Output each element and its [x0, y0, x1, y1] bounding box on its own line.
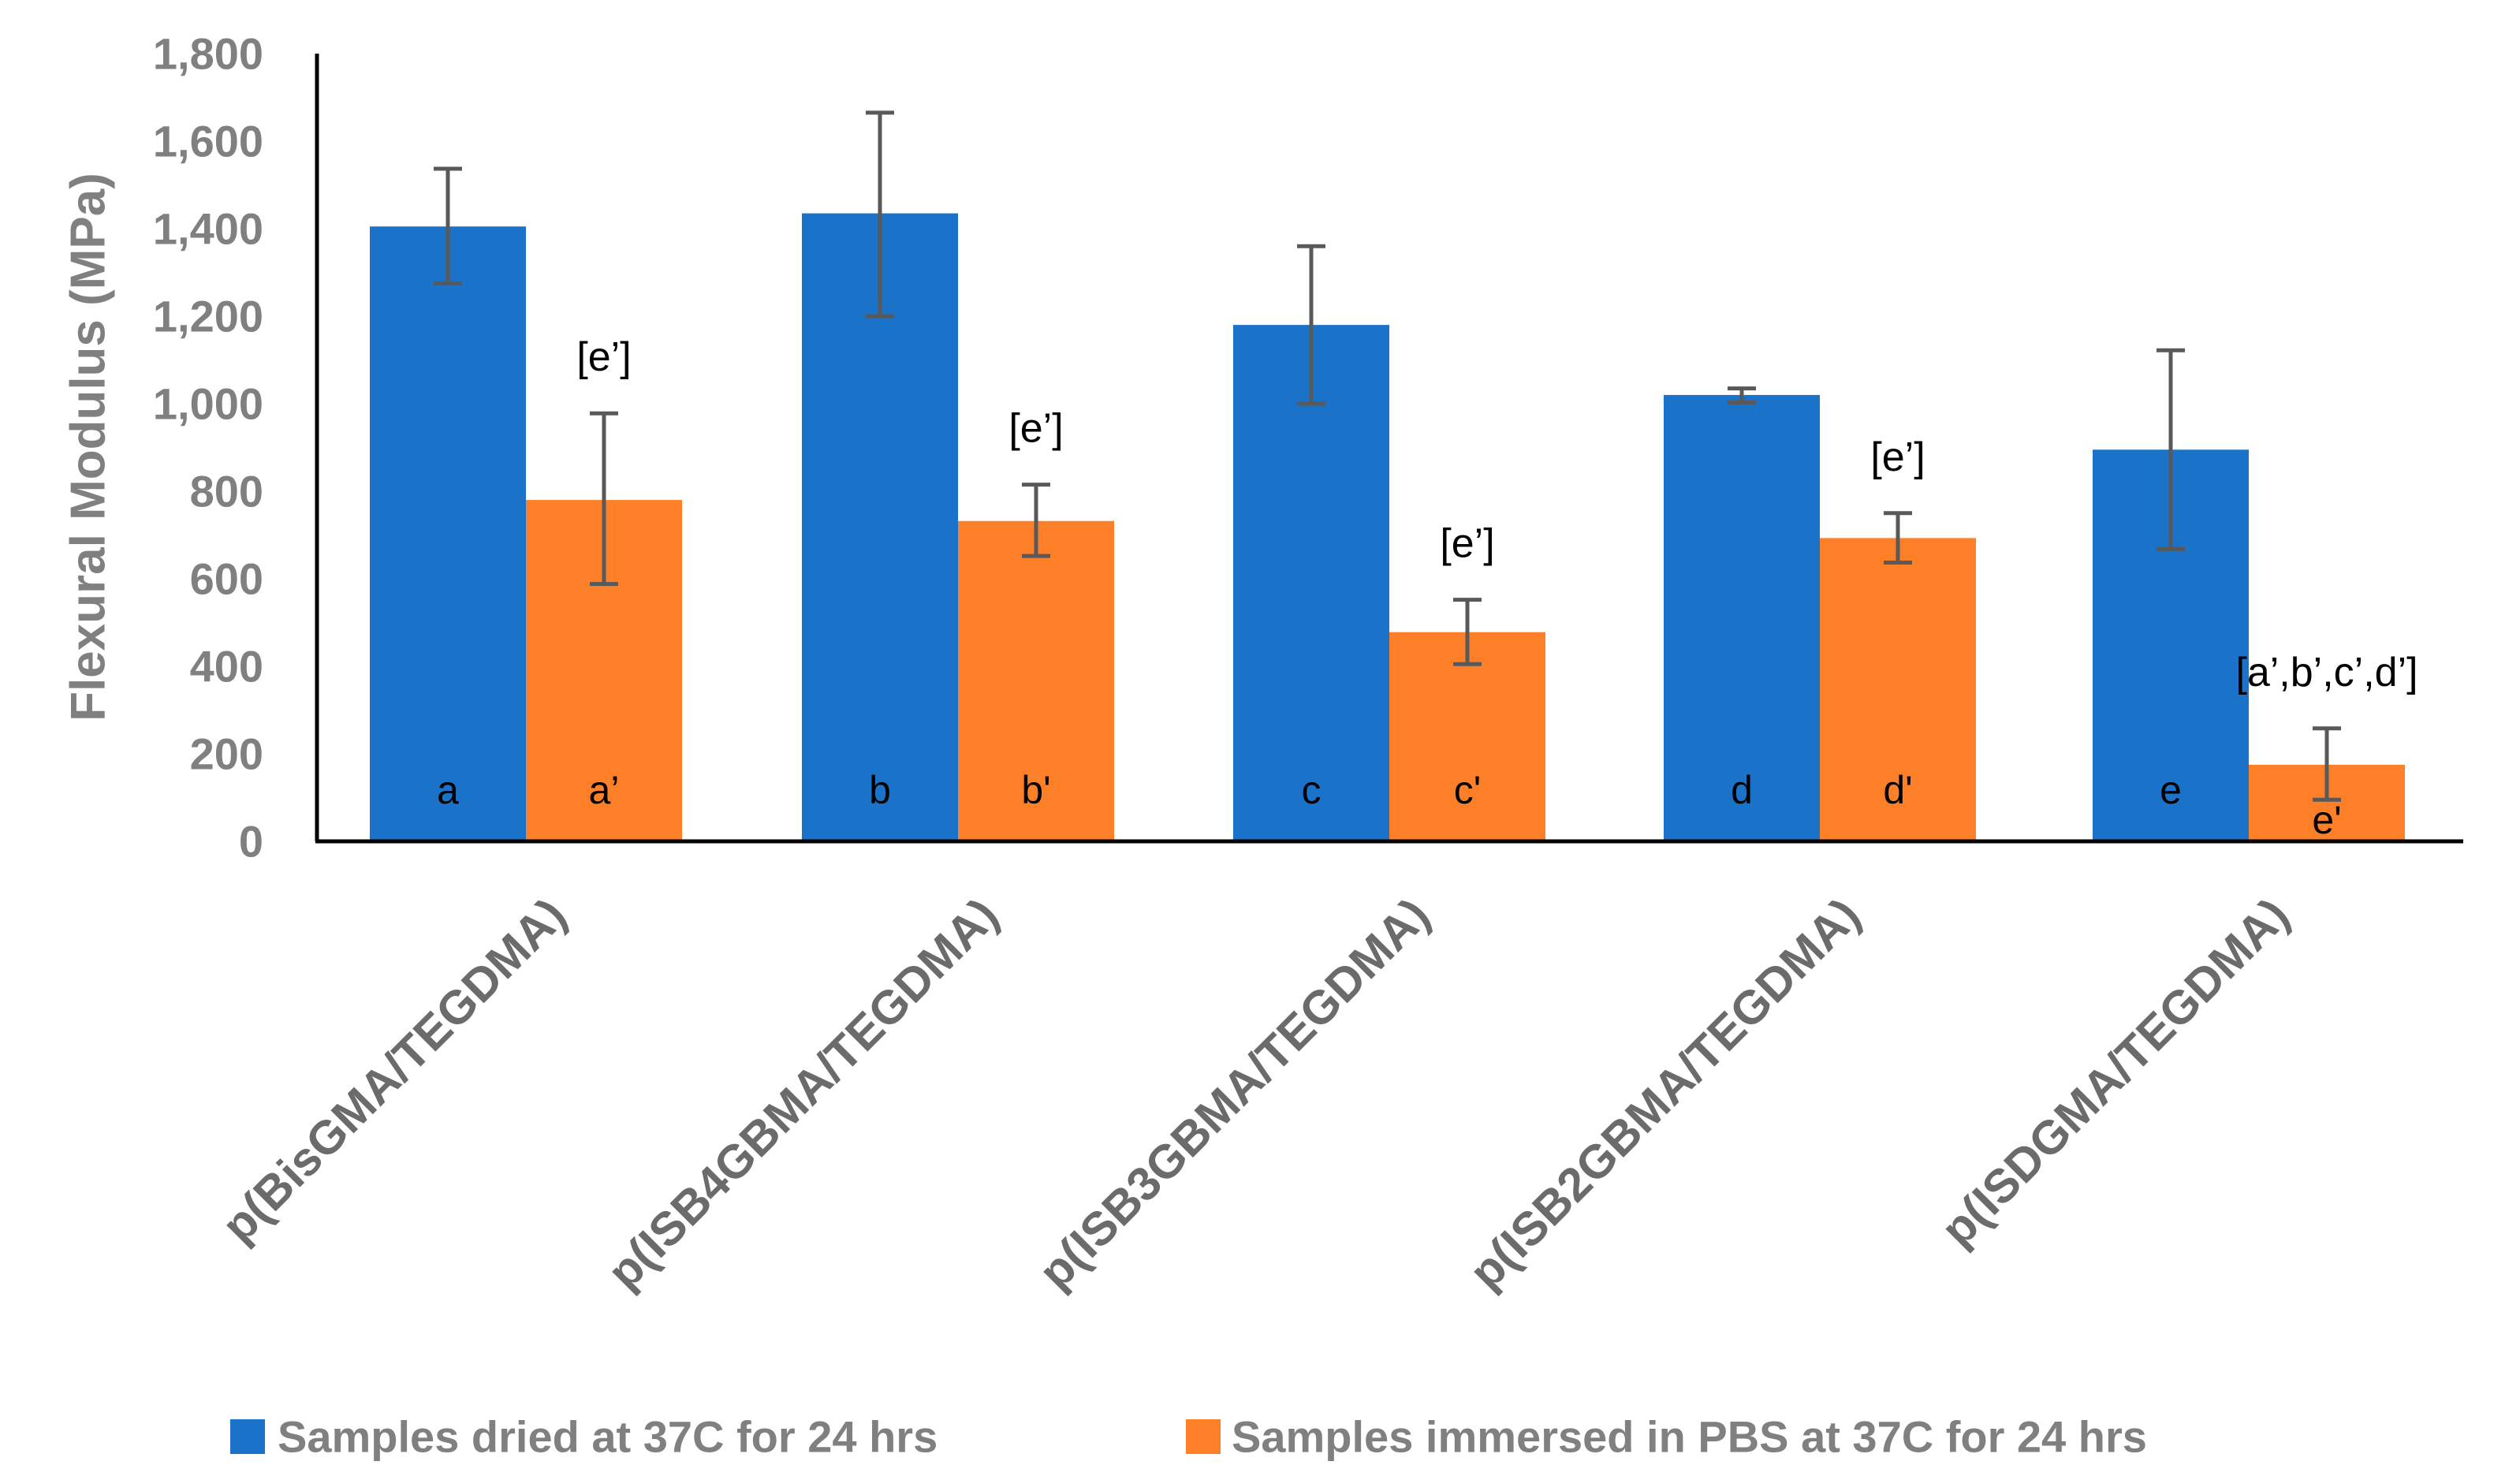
y-tick-label: 800 [190, 467, 263, 516]
bar-letter-label: c [1302, 768, 1322, 812]
bar-letter-label: d [1731, 768, 1753, 812]
bar-letter-label: e [2160, 768, 2182, 812]
x-tick-label: p(BisGMA/TEGDMA) [212, 888, 576, 1252]
significance-annotation: [a’,b’,c’,d’] [2235, 650, 2417, 695]
bar-letter-label: a [437, 768, 459, 812]
x-tick-label: p(ISDGMA/TEGDMA) [1931, 888, 2299, 1256]
y-tick-label: 1,000 [153, 379, 263, 429]
significance-annotation: [e’] [1870, 434, 1925, 480]
y-tick-label: 400 [190, 642, 263, 692]
legend-swatch-immersed [1186, 1419, 1221, 1454]
bar-letter-label: c' [1454, 768, 1482, 812]
error-bars-layer [434, 110, 2341, 802]
y-tick-labels: 0 200 400 600 800 1,000 1,200 1,400 1,600 1,800 [153, 29, 263, 867]
bar-letter-label: a’ [589, 768, 620, 812]
significance-annotation: [e’] [1008, 406, 1063, 452]
legend-label-dried: Samples dried at 37C for 24 hrs [278, 1412, 938, 1462]
bar-letter-label: b' [1021, 768, 1050, 812]
bar [958, 520, 1114, 841]
legend-label-immersed: Samples immersed in PBS at 37C for 24 hr… [1232, 1412, 2147, 1462]
bar-labels-layer: a b c d e a’ [e’] b' [e’] c' [e’] d' [e’] e' [a’,b’,c’… [437, 334, 2418, 842]
y-tick-label: 1,600 [153, 117, 263, 166]
bar-letter-label: d' [1883, 768, 1912, 812]
x-tick-label: p(ISB2GBMA/TEGDMA) [1459, 888, 1870, 1299]
bar-letter-label: e' [2312, 798, 2341, 842]
y-tick-label: 600 [190, 554, 263, 604]
bars-layer [370, 213, 2405, 842]
x-tick-label: p(ISB3GBMA/TEGDMA) [1029, 888, 1440, 1299]
bar [1233, 325, 1389, 842]
x-tick-label: p(ISB4GBMA/TEGDMA) [598, 888, 1008, 1299]
bar [1820, 538, 1976, 841]
y-tick-label: 1,800 [153, 29, 263, 79]
bar [370, 226, 526, 842]
x-tick-labels: p(BisGMA/TEGDMA) p(ISB4GBMA/TEGDMA) p(ISB3… [212, 888, 2299, 1299]
significance-annotation: [e’] [1440, 521, 1494, 567]
legend-swatch-dried [230, 1419, 265, 1454]
axes-layer [315, 54, 2463, 844]
y-tick-label: 1,200 [153, 292, 263, 341]
y-tick-label: 200 [190, 729, 263, 779]
bar-letter-label: b [869, 768, 891, 812]
y-tick-label: 0 [239, 817, 263, 867]
bar [1389, 632, 1545, 841]
significance-annotation: [e’] [576, 334, 631, 380]
bar [1664, 394, 1820, 841]
y-tick-label: 1,400 [153, 204, 263, 254]
legend: Samples dried at 37C for 24 hrs Samples … [230, 1412, 2147, 1462]
y-axis-title: Flexural Modulus (MPa) [62, 173, 116, 721]
